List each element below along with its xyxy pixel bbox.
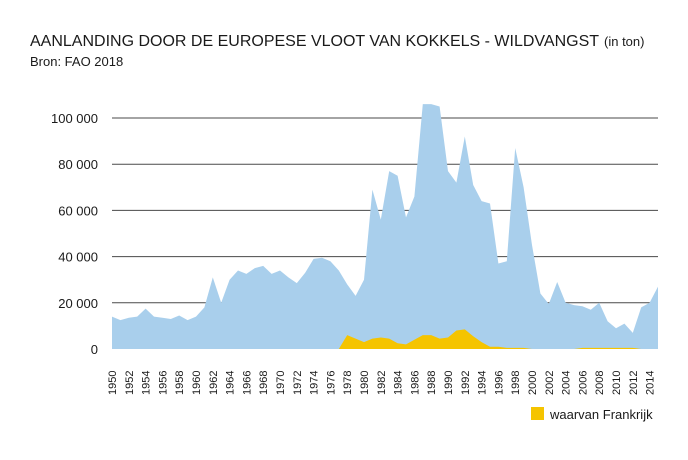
chart-subtitle: Bron: FAO 2018	[30, 54, 123, 69]
x-axis-ticks: 1950 1952 1954 1956 1958 1960 1962 1964 1966 1968…	[107, 371, 657, 395]
x-tick-label: 1954	[141, 371, 153, 395]
chart-title-unit: (in ton)	[604, 34, 644, 49]
y-axis-ticks: 0 20 000 40 000 60 000 80 000 100 000	[51, 111, 98, 357]
x-tick-label: 1966	[241, 371, 253, 395]
x-tick-label: 1952	[124, 371, 136, 395]
x-tick-label: 2010	[611, 371, 623, 395]
x-tick-label: 1956	[157, 371, 169, 395]
legend-swatch-frankrijk	[531, 407, 544, 420]
chart-title: AANLANDING DOOR DE EUROPESE VLOOT VAN KO…	[30, 33, 644, 50]
y-tick-label: 60 000	[58, 203, 98, 218]
x-tick-label: 2006	[577, 371, 589, 395]
x-tick-label: 1992	[460, 371, 472, 395]
x-tick-label: 1974	[309, 371, 321, 395]
chart-title-main: AANLANDING DOOR DE EUROPESE VLOOT VAN KO…	[30, 33, 599, 50]
x-tick-label: 2002	[544, 371, 556, 395]
x-tick-label: 1990	[443, 371, 455, 395]
legend-label-frankrijk: waarvan Frankrijk	[549, 407, 653, 422]
x-tick-label: 1986	[409, 371, 421, 395]
series-area-total	[112, 104, 658, 349]
x-tick-label: 1988	[426, 371, 438, 395]
y-tick-label: 40 000	[58, 250, 98, 265]
area-layer	[112, 104, 658, 349]
x-tick-label: 1970	[275, 371, 287, 395]
x-tick-label: 1962	[208, 371, 220, 395]
x-tick-label: 1998	[510, 371, 522, 395]
legend: waarvan Frankrijk	[531, 407, 653, 422]
x-tick-label: 1950	[107, 371, 119, 395]
x-tick-label: 1982	[376, 371, 388, 395]
x-tick-label: 1996	[493, 371, 505, 395]
x-tick-label: 1984	[393, 371, 405, 395]
y-tick-label: 100 000	[51, 111, 98, 126]
x-tick-label: 2004	[561, 371, 573, 395]
y-tick-label: 80 000	[58, 157, 98, 172]
x-tick-label: 1972	[292, 371, 304, 395]
y-tick-label: 20 000	[58, 296, 98, 311]
x-tick-label: 2000	[527, 371, 539, 395]
x-tick-label: 1976	[325, 371, 337, 395]
series-area-frankrijk	[112, 329, 658, 349]
x-tick-label: 1980	[359, 371, 371, 395]
x-tick-label: 1958	[174, 371, 186, 395]
x-tick-label: 2008	[594, 371, 606, 395]
x-tick-label: 1964	[225, 371, 237, 395]
y-tick-label: 0	[91, 342, 98, 357]
x-tick-label: 2014	[645, 371, 657, 395]
x-tick-label: 1994	[477, 371, 489, 395]
x-tick-label: 2012	[628, 371, 640, 395]
x-tick-label: 1978	[342, 371, 354, 395]
x-tick-label: 1960	[191, 371, 203, 395]
x-tick-label: 1968	[258, 371, 270, 395]
